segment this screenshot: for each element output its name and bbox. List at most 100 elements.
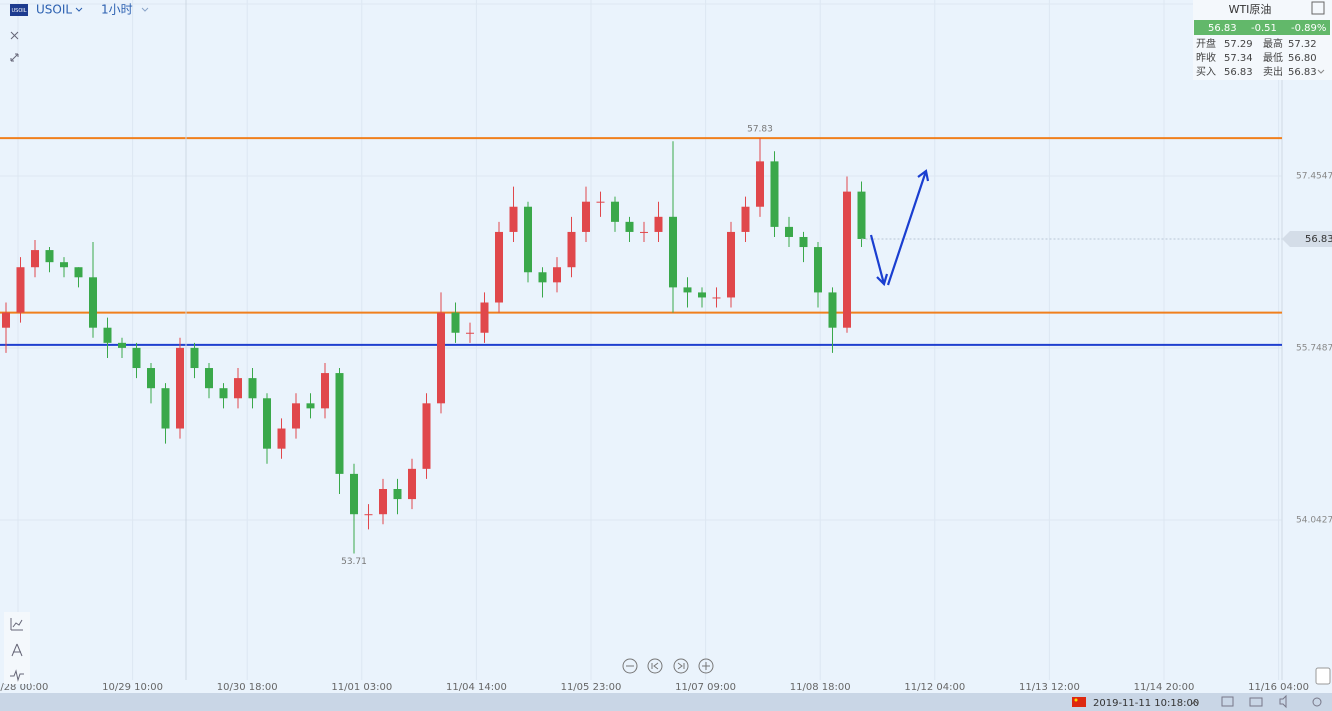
x-tick-label: 11/01 03:00 [331,682,392,693]
symbol[interactable]: USOIL [36,3,72,17]
logo-text: USOIL [11,8,26,14]
nav-buttons [622,658,714,674]
quote-change: -0.51 [1251,23,1277,34]
candle-body [161,388,170,429]
quote-name: WTI原油 [1229,2,1272,16]
candle-body [654,216,663,232]
window-icon[interactable] [1221,696,1234,707]
candle-body [567,231,576,268]
x-tick-label: 10/28 00:00 [0,682,48,693]
candle-body [379,489,387,515]
x-tick-label: 11/12 04:00 [904,682,965,693]
interval-caret[interactable] [141,7,149,12]
candle-body [248,378,257,399]
quote-key: 昨收 [1196,51,1216,64]
candle-body [176,347,184,429]
candle-body [857,191,866,239]
quote-value: 56.83 [1288,67,1317,78]
quote-key: 最低 [1263,51,1283,64]
plot-layer: 10/28 00:00 10/29 10:00 10/30 18:00 11/01 0… [0,0,1332,693]
y-tick-label: 54.0427 [1296,515,1332,525]
candle-body [132,347,141,369]
scroll-back[interactable] [647,658,663,674]
quote-value: 57.32 [1288,39,1317,50]
candle-body [727,231,735,298]
candle-body [451,312,460,333]
x-tick-label: 11/14 20:00 [1134,682,1195,693]
candle-body [89,277,97,328]
candle-body [277,428,286,449]
wave-icon[interactable] [10,669,24,682]
symbol-logo [10,4,28,16]
candle-body [422,403,431,469]
quote-rows: 开盘 57.29 最高 57.32 昨收 57.34 最低 56.80 买入 56.83 卖出 56.… [1196,37,1317,78]
compress-icon[interactable] [10,53,19,62]
candle-body [611,201,619,222]
x-tick-label: 11/16 04:00 [1248,682,1309,693]
candle-body [843,191,851,328]
quote-value: 56.83 [1224,67,1253,78]
quote-value: 57.29 [1224,39,1253,50]
candle-body [756,161,764,207]
quote-value: 57.34 [1224,53,1253,64]
x-tick-label: 11/13 12:00 [1019,682,1080,693]
candle-body [785,226,793,237]
candle-body [364,514,373,516]
status-icons [1221,694,1322,709]
settings-icon[interactable] [1312,697,1322,707]
x-tick-label: 11/04 14:00 [446,682,507,693]
candle-body [625,221,634,232]
quote-value: 56.80 [1288,53,1317,64]
x-tick-label: 10/29 10:00 [102,682,163,693]
back-glyph [651,662,659,670]
indicator-icon[interactable] [10,618,23,631]
candle-body [698,292,706,298]
candle-body [524,206,532,273]
symbol-caret[interactable] [75,7,83,12]
candle-body [495,231,503,303]
quote-key: 卖出 [1263,65,1283,78]
quote-change-pct: -0.89% [1291,23,1326,34]
sound-icon[interactable] [1279,694,1287,709]
arrow-drawing [869,169,930,287]
candle-body [219,388,228,399]
candle-body [582,201,590,232]
quote-expand[interactable] [1317,69,1325,74]
last-price-label: 56.83 [1305,234,1332,245]
forward-glyph [677,662,685,670]
status-caret[interactable] [1191,700,1199,705]
candle-body [814,247,822,293]
candle-body [74,267,83,278]
close-icon[interactable] [10,31,19,40]
quote-key: 买入 [1196,66,1216,78]
candle-body [118,342,126,348]
candle-body [306,403,315,409]
candle-body [509,206,518,232]
interval[interactable]: 1小时 [101,3,133,17]
quote-key: 开盘 [1196,37,1216,50]
x-tick-label: 10/30 18:00 [217,682,278,693]
candle-body [466,332,474,334]
scroll-forward[interactable] [673,658,689,674]
status-datetime: 2019-11-11 10:18:00 [1093,698,1199,709]
corner-button[interactable] [1315,667,1331,685]
last-price-tag [1282,230,1332,247]
candle-body [640,231,648,233]
zoom-in[interactable] [698,658,714,674]
candle-body [190,347,199,369]
candle-body [553,267,561,283]
flag-star [1074,698,1078,702]
candle-body [2,312,10,328]
candle-body [31,250,39,268]
candle-body [683,287,692,293]
zoom-out[interactable] [622,658,638,674]
candle-body [770,161,779,227]
candle-body [16,267,25,313]
panel-toggle[interactable] [1311,1,1325,15]
draw-icon[interactable] [11,643,23,657]
camera-icon[interactable] [1249,697,1263,707]
candle-body [741,206,750,232]
candle-body [263,398,271,449]
quote-bar [1194,20,1330,35]
